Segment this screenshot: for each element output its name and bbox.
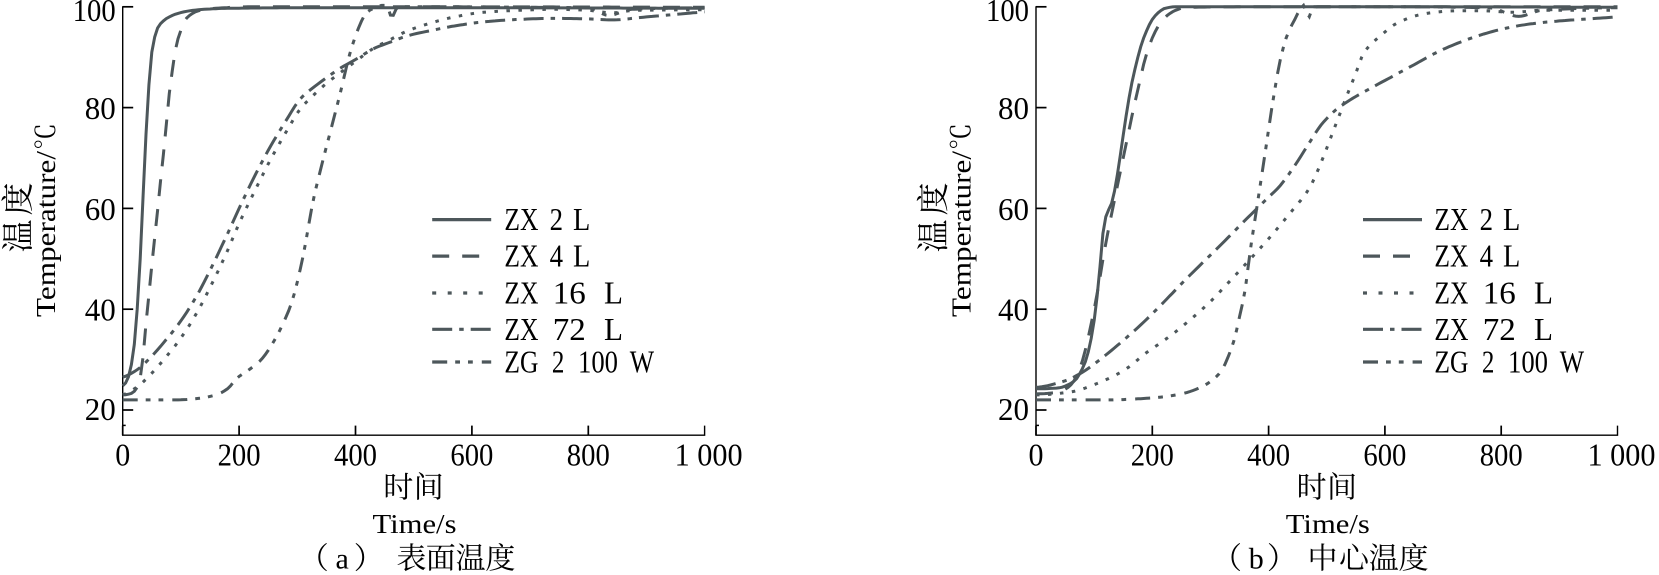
svg-text:2: 2 <box>552 345 565 380</box>
svg-text:ZX: ZX <box>1434 202 1468 237</box>
svg-text:80: 80 <box>85 90 116 126</box>
svg-text:2: 2 <box>1482 345 1495 380</box>
svg-text:100: 100 <box>1508 345 1548 380</box>
svg-text:600: 600 <box>450 437 493 473</box>
svg-text:20: 20 <box>998 391 1029 427</box>
svg-text:100: 100 <box>986 0 1029 28</box>
svg-text:200: 200 <box>1131 437 1174 473</box>
svg-text:W: W <box>630 345 655 380</box>
svg-text:0: 0 <box>115 437 130 473</box>
svg-text:b: b <box>1249 543 1264 575</box>
svg-text:1 000: 1 000 <box>1588 437 1656 473</box>
svg-text:Time/s: Time/s <box>373 509 457 539</box>
svg-text:ZX: ZX <box>504 202 538 237</box>
svg-text:72: 72 <box>1483 312 1516 347</box>
svg-text:800: 800 <box>567 437 610 473</box>
svg-text:L: L <box>573 239 590 274</box>
svg-text:Time/s: Time/s <box>1286 509 1370 539</box>
svg-text:40: 40 <box>85 292 116 328</box>
svg-text:72: 72 <box>553 312 586 347</box>
svg-text:ZX: ZX <box>504 239 538 274</box>
svg-text:2: 2 <box>550 202 563 237</box>
svg-text:L: L <box>1503 239 1520 274</box>
svg-text:200: 200 <box>218 437 261 473</box>
svg-text:Temperature/: Temperature/ <box>946 150 976 317</box>
svg-text:ZX: ZX <box>504 312 538 347</box>
svg-text:60: 60 <box>998 191 1029 227</box>
svg-text:800: 800 <box>1480 437 1523 473</box>
svg-text:16: 16 <box>1483 276 1516 311</box>
svg-text:ZG: ZG <box>504 345 538 380</box>
svg-text:16: 16 <box>553 276 586 311</box>
svg-text:ZX: ZX <box>1434 312 1468 347</box>
svg-text:L: L <box>1534 276 1553 311</box>
svg-text:a: a <box>336 543 349 575</box>
svg-text:600: 600 <box>1363 437 1406 473</box>
svg-text:4: 4 <box>550 239 564 274</box>
svg-text:L: L <box>1534 312 1553 347</box>
svg-text:ZG: ZG <box>1434 345 1468 380</box>
svg-text:40: 40 <box>998 292 1029 328</box>
svg-text:L: L <box>1503 202 1520 237</box>
svg-text:4: 4 <box>1480 239 1494 274</box>
svg-text:Temperature/: Temperature/ <box>31 150 61 317</box>
svg-text:60: 60 <box>85 191 116 227</box>
svg-text:L: L <box>604 276 623 311</box>
svg-text:80: 80 <box>998 90 1029 126</box>
svg-text:L: L <box>604 312 623 347</box>
svg-text:2: 2 <box>1480 202 1493 237</box>
svg-text:0: 0 <box>1029 437 1044 473</box>
svg-text:20: 20 <box>85 391 116 427</box>
svg-text:100: 100 <box>578 345 618 380</box>
svg-text:ZX: ZX <box>504 276 538 311</box>
svg-text:1 000: 1 000 <box>675 437 743 473</box>
svg-text:400: 400 <box>1247 437 1290 473</box>
svg-text:L: L <box>573 202 590 237</box>
svg-text:ZX: ZX <box>1434 276 1468 311</box>
svg-text:W: W <box>1560 345 1585 380</box>
svg-text:400: 400 <box>334 437 377 473</box>
svg-text:100: 100 <box>73 0 116 28</box>
svg-text:ZX: ZX <box>1434 239 1468 274</box>
